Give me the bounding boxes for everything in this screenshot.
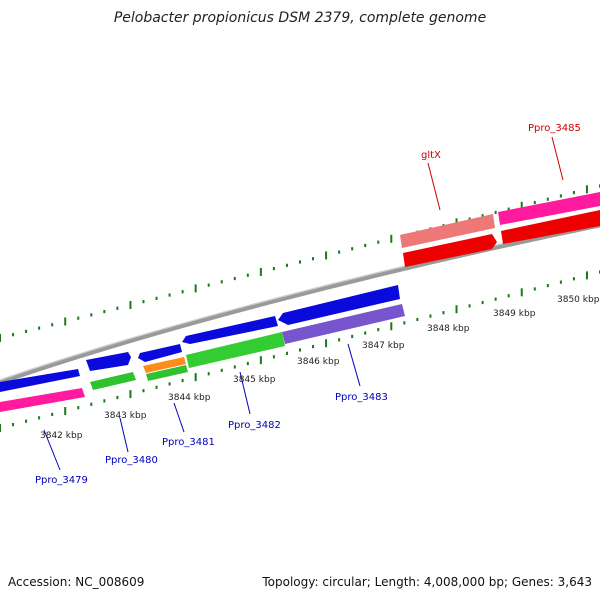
kbp-label: 3845 kbp (233, 375, 276, 385)
gene-feature[interactable] (143, 357, 186, 373)
kbp-label: 3848 kbp (427, 324, 470, 334)
gene-feature[interactable] (282, 304, 405, 344)
gene-feature[interactable] (0, 369, 80, 392)
kbp-label: 3843 kbp (104, 411, 147, 421)
accession-text: Accession: NC_008609 (8, 575, 145, 589)
genome-backbone (0, 222, 600, 385)
gene-label[interactable]: Ppro_3485 (528, 123, 581, 134)
kbp-label: 3847 kbp (362, 341, 405, 351)
gene-label[interactable]: Ppro_3479 (35, 475, 88, 486)
kbp-label: 3844 kbp (168, 393, 211, 403)
gene-feature[interactable] (146, 365, 188, 381)
gene-label[interactable]: Ppro_3480 (105, 455, 158, 466)
gene-label[interactable]: gltX (421, 150, 441, 161)
gene-feature[interactable] (138, 344, 182, 362)
gene-feature[interactable] (86, 352, 131, 371)
scale-ticks (0, 184, 600, 432)
gene-feature[interactable] (182, 316, 278, 344)
gene-label[interactable]: Ppro_3483 (335, 392, 388, 403)
kbp-label: 3846 kbp (297, 357, 340, 367)
gene-feature[interactable] (501, 210, 600, 244)
gene-feature[interactable] (186, 332, 285, 368)
gene-feature[interactable] (498, 192, 600, 225)
gene-feature[interactable] (400, 214, 495, 248)
gene-feature[interactable] (90, 372, 136, 390)
gene-feature[interactable] (403, 234, 497, 267)
kbp-label: 3849 kbp (493, 309, 536, 319)
map-title: Pelobacter propionicus DSM 2379, complet… (113, 10, 487, 26)
gene-feature[interactable] (278, 285, 400, 325)
gene-label[interactable]: Ppro_3482 (228, 420, 281, 431)
kbp-label: 3842 kbp (40, 431, 83, 441)
genome-summary: Topology: circular; Length: 4,008,000 bp… (262, 575, 592, 589)
kbp-label: 3850 kbp (557, 295, 600, 305)
gene-feature[interactable] (0, 388, 85, 412)
gene-label[interactable]: Ppro_3481 (162, 437, 215, 448)
